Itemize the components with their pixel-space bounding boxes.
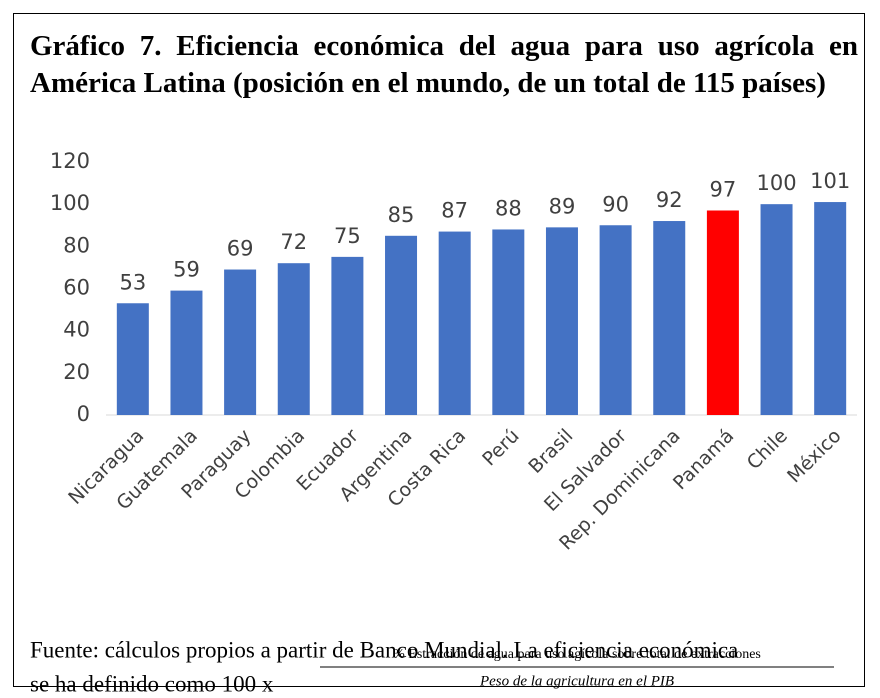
source: Fuente: cálculos propios a partir de Ban… xyxy=(30,637,738,662)
value-label: 100 xyxy=(756,171,796,195)
bar xyxy=(545,227,578,415)
y-tick-label: 20 xyxy=(63,360,90,384)
value-label: 75 xyxy=(334,224,361,248)
value-label: 90 xyxy=(602,192,629,216)
bar xyxy=(492,229,525,415)
formula-prefix: se ha definido como 100 x xyxy=(30,671,274,696)
bar xyxy=(170,290,203,415)
y-tick-label: 120 xyxy=(50,149,90,173)
bar xyxy=(814,202,847,415)
value-label: 53 xyxy=(119,270,146,294)
bar xyxy=(438,231,471,415)
value-label: 88 xyxy=(495,196,522,220)
y-tick-label: 80 xyxy=(63,233,90,257)
x-tick-label: México xyxy=(783,425,845,487)
y-tick-label: 40 xyxy=(63,318,90,342)
x-tick-label: Chile xyxy=(743,425,792,474)
value-label: 92 xyxy=(656,188,683,212)
value-label: 97 xyxy=(710,177,737,201)
value-label: 87 xyxy=(441,199,468,223)
value-label: 59 xyxy=(173,258,200,282)
y-tick-label: 100 xyxy=(50,191,90,215)
bar xyxy=(760,204,793,415)
bar xyxy=(331,256,364,415)
bar xyxy=(653,221,686,415)
bar xyxy=(385,235,418,415)
formula-denominator: Peso de la agricultura en el PIB xyxy=(479,673,674,689)
value-label: 85 xyxy=(388,203,415,227)
value-label: 89 xyxy=(549,194,576,218)
chart-title: Gráfico 7. Eficiencia económica del agua… xyxy=(30,30,858,99)
bar xyxy=(116,303,149,415)
bar xyxy=(599,225,632,415)
value-label: 72 xyxy=(280,230,307,254)
bar xyxy=(277,263,310,415)
y-tick-label: 60 xyxy=(63,276,90,300)
formula-numerator: % Estracción de agua para uso agícola so… xyxy=(393,647,761,662)
y-tick-label: 0 xyxy=(77,402,90,426)
bar xyxy=(706,210,739,415)
frame xyxy=(13,13,865,687)
value-label: 101 xyxy=(810,169,850,193)
value-label: 69 xyxy=(227,237,254,261)
bar xyxy=(224,269,257,415)
x-tick-label: Perú xyxy=(478,425,523,470)
